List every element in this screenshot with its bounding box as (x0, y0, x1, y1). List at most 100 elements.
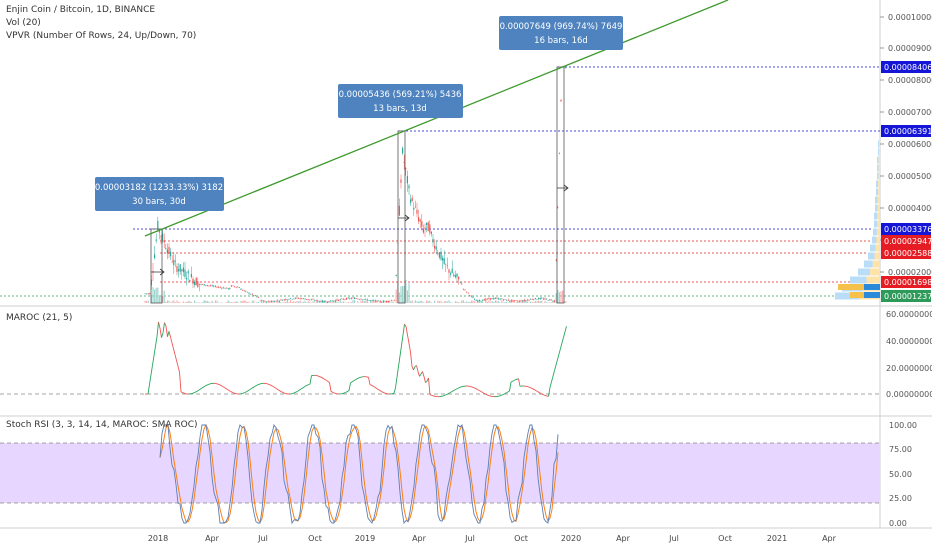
vpvr-row-up (858, 268, 871, 276)
symbol-title[interactable]: Enjin Coin / Bitcoin, 1D, BINANCE (6, 5, 156, 15)
volume-bar (565, 301, 567, 303)
candle-body (424, 227, 426, 229)
candle-body (144, 293, 146, 295)
maroc-segment (482, 392, 485, 394)
volume-bar (240, 300, 242, 303)
volume-bar (480, 300, 482, 303)
maroc-segment (483, 392, 486, 395)
candle-body (194, 281, 196, 285)
volume-bar (531, 302, 533, 303)
candle-body (538, 298, 540, 300)
vpvr-row-down (878, 180, 880, 188)
volume-bar (501, 300, 503, 303)
volume-bar (211, 300, 213, 303)
volume-bar (496, 300, 498, 303)
volume-bar (206, 300, 208, 303)
candle-body (442, 257, 444, 261)
maroc-segment (536, 390, 539, 393)
volume-bar (398, 292, 400, 303)
maroc-segment (164, 322, 167, 327)
volume-bar (560, 291, 562, 303)
volume-bar (429, 300, 431, 303)
maroc-segment (368, 377, 371, 385)
candle-body (170, 251, 172, 257)
key-level-lines (0, 66, 880, 297)
candle-body (438, 252, 440, 258)
vpvr-row-up (868, 252, 875, 260)
maroc-segment (332, 391, 335, 394)
maroc-segment (272, 385, 275, 388)
volume-bar (315, 302, 317, 303)
volume-bar (510, 300, 512, 303)
candle-body (290, 297, 292, 299)
maroc-segment (329, 382, 332, 392)
volume-bar (261, 302, 263, 303)
maroc-segment (485, 393, 488, 396)
volume-bar (234, 302, 236, 303)
maroc-segment (560, 342, 563, 349)
volume-bar (557, 290, 559, 303)
candle-body (197, 281, 199, 288)
candle-body (507, 299, 509, 301)
maroc-segment (321, 377, 324, 379)
candle-body (250, 294, 252, 295)
maroc-segment (231, 391, 234, 394)
candle-body (357, 298, 359, 300)
maroc-segment (539, 392, 542, 394)
candle-body (232, 285, 234, 287)
maroc-segment (162, 322, 165, 333)
volume-bar (472, 300, 474, 303)
price-badge: 0.00001698 (881, 276, 932, 288)
candle-body (414, 206, 416, 208)
measure-box-3 (556, 66, 565, 304)
volume-bar (286, 300, 288, 303)
price-candles (144, 65, 567, 304)
candle-body (458, 276, 460, 280)
candle-body (496, 298, 498, 299)
maroc-segment (147, 384, 150, 395)
candle-body (299, 298, 301, 299)
candle-body (446, 265, 448, 267)
maroc-segment (416, 365, 419, 372)
candle-body (493, 298, 495, 300)
maroc-segment (279, 390, 282, 393)
maroc-segment (255, 384, 258, 387)
maroc-segment (447, 392, 450, 395)
maroc-segment (306, 384, 309, 386)
candle-body (426, 222, 428, 226)
candle-body (421, 221, 423, 227)
maroc-segment (563, 331, 566, 338)
volume-bar (262, 301, 264, 303)
candle-body (237, 286, 239, 288)
volume-bar (450, 302, 452, 303)
candle-body (230, 285, 232, 287)
maroc-segment (198, 388, 201, 391)
volume-bar (498, 301, 500, 303)
maroc-segment (353, 379, 356, 382)
candle-body (245, 290, 247, 292)
maroc-segment (369, 384, 372, 386)
candle-body (302, 298, 304, 299)
candle-body (293, 298, 295, 300)
candle-body (186, 277, 188, 280)
maroc-segment (500, 394, 503, 397)
stoch-title[interactable]: Stoch RSI (3, 3, 14, 14, MAROC: SMA ROC) (6, 420, 198, 430)
candle-body (470, 295, 472, 297)
vpvr-row-down (876, 228, 880, 236)
maroc-title[interactable]: MAROC (21, 5) (6, 313, 73, 323)
vpvr-indicator-label[interactable]: VPVR (Number Of Rows, 24, Up/Down, 70) (6, 31, 197, 41)
measure-arrow-2 (398, 214, 410, 222)
volume-bar (515, 302, 517, 303)
candle-body (198, 283, 200, 285)
candle-body (195, 278, 197, 286)
volume-bar (491, 300, 493, 303)
maroc-segment (242, 392, 245, 394)
maroc-segment (455, 388, 458, 390)
volume-bar (176, 300, 178, 303)
volume-bar (294, 301, 296, 303)
vol-indicator-label[interactable]: Vol (20) (6, 18, 41, 28)
volume-bar (178, 301, 180, 303)
volume-bar (232, 302, 234, 303)
callout-1: 0.00003182 (1233.33%) 3182 30 bars, 30d (95, 177, 224, 211)
callout-2: 0.00005436 (569.21%) 5436 13 bars, 13d (338, 84, 463, 118)
